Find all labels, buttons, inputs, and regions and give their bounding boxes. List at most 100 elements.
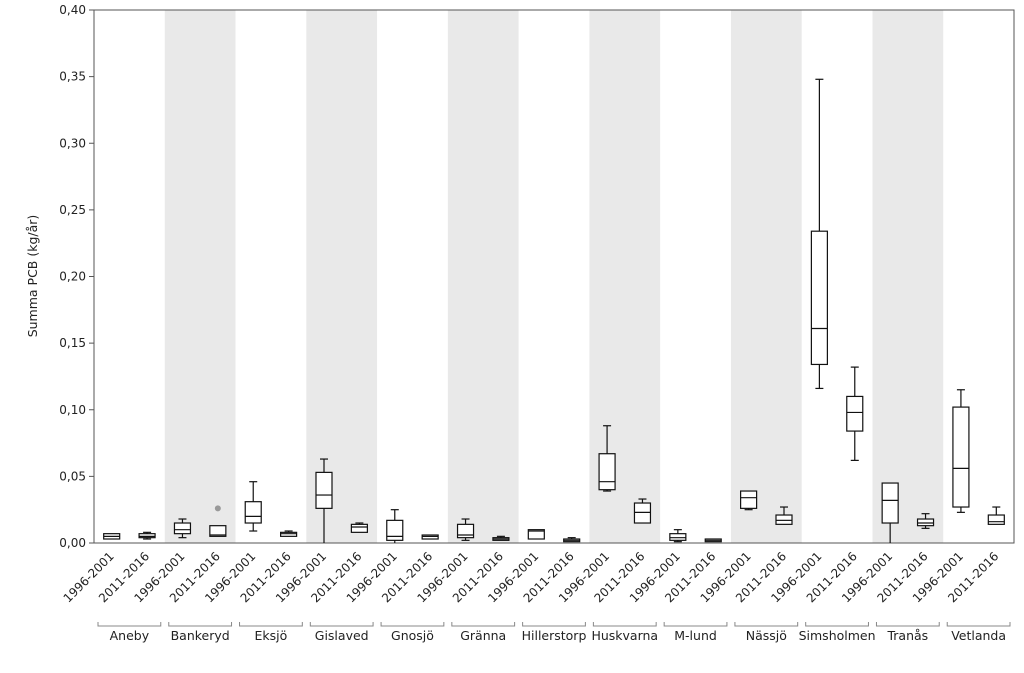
- box-body: [386, 519, 404, 541]
- y-tick-label: 0,10: [59, 403, 86, 417]
- box-simsholmen-1996-2001: [810, 78, 828, 390]
- y-tick-label: 0,40: [59, 3, 86, 17]
- box-body: [952, 406, 970, 508]
- shade-band-gislaved: [306, 10, 378, 543]
- shade-band-gränna: [447, 10, 519, 543]
- box-gränna-2011-2016: [492, 535, 510, 541]
- group-label: Hillerstorp: [522, 628, 587, 643]
- box-body: [810, 230, 828, 366]
- group-label: Huskvarna: [591, 628, 658, 643]
- box-gnosjö-1996-2001: [386, 509, 404, 543]
- box-hillerstorp-1996-2001: [527, 529, 545, 540]
- box-body: [456, 523, 475, 539]
- group-bracket: [522, 622, 586, 627]
- group-nässjö: Nässjö: [734, 622, 799, 643]
- box-gislaved-2011-2016: [350, 522, 368, 533]
- y-tick-label: 0,30: [59, 136, 86, 150]
- x-axis-group-labels: Aneby Bankeryd Eksjö Gislaved Gnosjö Gränna Hi…: [97, 622, 1011, 643]
- group-vetlanda: Vetlanda: [946, 622, 1011, 643]
- box-body: [633, 502, 652, 524]
- group-label: Gränna: [460, 628, 506, 643]
- y-tick-label: 0,05: [59, 469, 86, 483]
- box-body: [740, 490, 758, 509]
- group-bracket: [97, 622, 162, 627]
- group-bracket: [592, 622, 657, 627]
- group-bracket: [946, 622, 1011, 627]
- group-bracket: [663, 622, 728, 627]
- box-body: [669, 533, 687, 541]
- group-bracket: [451, 622, 516, 627]
- box-body: [138, 533, 156, 539]
- y-axis-title: Summa PCB (kg/år): [25, 215, 40, 338]
- box-vetlanda-2011-2016: [987, 506, 1005, 525]
- box-m-lund-1996-2001: [669, 529, 687, 543]
- group-bracket: [875, 622, 940, 627]
- box-tranås-2011-2016: [916, 513, 935, 529]
- box-simsholmen-2011-2016: [846, 366, 864, 461]
- group-m-lund: M-lund: [663, 622, 728, 643]
- group-label: Aneby: [110, 628, 150, 643]
- group-label: Simsholmen: [799, 628, 876, 643]
- box-body: [173, 522, 192, 535]
- y-tick-label: 0,15: [59, 336, 86, 350]
- group-label: M-lund: [674, 628, 717, 643]
- y-tick-label: 0,25: [59, 203, 86, 217]
- box-body: [987, 514, 1005, 525]
- group-bracket: [168, 622, 233, 627]
- group-gränna: Gränna: [451, 622, 516, 643]
- box-eksjö-1996-2001: [244, 481, 262, 532]
- box-body: [209, 525, 227, 537]
- group-bracket: [734, 622, 799, 627]
- box-body: [244, 501, 262, 524]
- group-label: Gnosjö: [391, 628, 434, 643]
- y-axis: 0,00 0,05 0,10 0,15 0,20 0,25 0,30 0,35 0,40: [59, 3, 1015, 550]
- box-body: [350, 523, 368, 533]
- box-aneby-1996-2001: [103, 533, 121, 540]
- box-body: [421, 534, 439, 540]
- box-body: [280, 531, 298, 537]
- group-label: Eksjö: [255, 628, 288, 643]
- group-aneby: Aneby: [97, 622, 162, 643]
- group-label: Bankeryd: [171, 628, 230, 643]
- shade-band-tranås: [872, 10, 944, 543]
- group-hillerstorp: Hillerstorp: [522, 622, 587, 643]
- box-gnosjö-2011-2016: [421, 534, 439, 540]
- box-m-lund-2011-2016: [704, 538, 722, 543]
- box-huskvarna-2011-2016: [633, 498, 652, 524]
- box-hillerstorp-2011-2016: [563, 537, 581, 543]
- box-bankeryd-1996-2001: [173, 518, 192, 539]
- box-body: [916, 518, 935, 527]
- group-bracket: [309, 622, 374, 627]
- box-gislaved-1996-2001: [315, 458, 333, 543]
- box-plots: [103, 78, 1005, 543]
- box-nässjö-2011-2016: [775, 506, 793, 525]
- box-body: [598, 453, 616, 491]
- group-gnosjö: Gnosjö: [380, 622, 445, 643]
- x-axis-period-labels: 1996-20012011-20161996-20012011-20161996…: [61, 549, 1002, 605]
- box-body: [846, 395, 864, 432]
- group-bracket: [380, 622, 445, 627]
- group-bracket: [239, 622, 303, 627]
- box-body: [881, 482, 899, 524]
- group-eksjö: Eksjö: [239, 622, 303, 643]
- box-gränna-1996-2001: [456, 518, 475, 541]
- shade-band-bankeryd: [164, 10, 236, 543]
- box-bankeryd-2011-2016: [209, 505, 227, 537]
- group-huskvarna: Huskvarna: [591, 622, 658, 643]
- group-bankeryd: Bankeryd: [168, 622, 233, 643]
- box-eksjö-2011-2016: [280, 530, 298, 537]
- box-vetlanda-1996-2001: [952, 389, 970, 513]
- group-bracket: [805, 622, 869, 627]
- group-label: Tranås: [886, 628, 928, 643]
- y-tick-label: 0,00: [59, 536, 86, 550]
- box-aneby-2011-2016: [138, 531, 156, 540]
- box-body: [527, 529, 545, 540]
- box-nässjö-1996-2001: [740, 490, 758, 511]
- group-simsholmen: Simsholmen: [799, 622, 876, 643]
- outlier-point: [214, 505, 221, 512]
- box-huskvarna-1996-2001: [598, 425, 616, 492]
- y-tick-label: 0,20: [59, 270, 86, 284]
- y-tick-label: 0,35: [59, 70, 86, 84]
- group-shading: [164, 10, 944, 543]
